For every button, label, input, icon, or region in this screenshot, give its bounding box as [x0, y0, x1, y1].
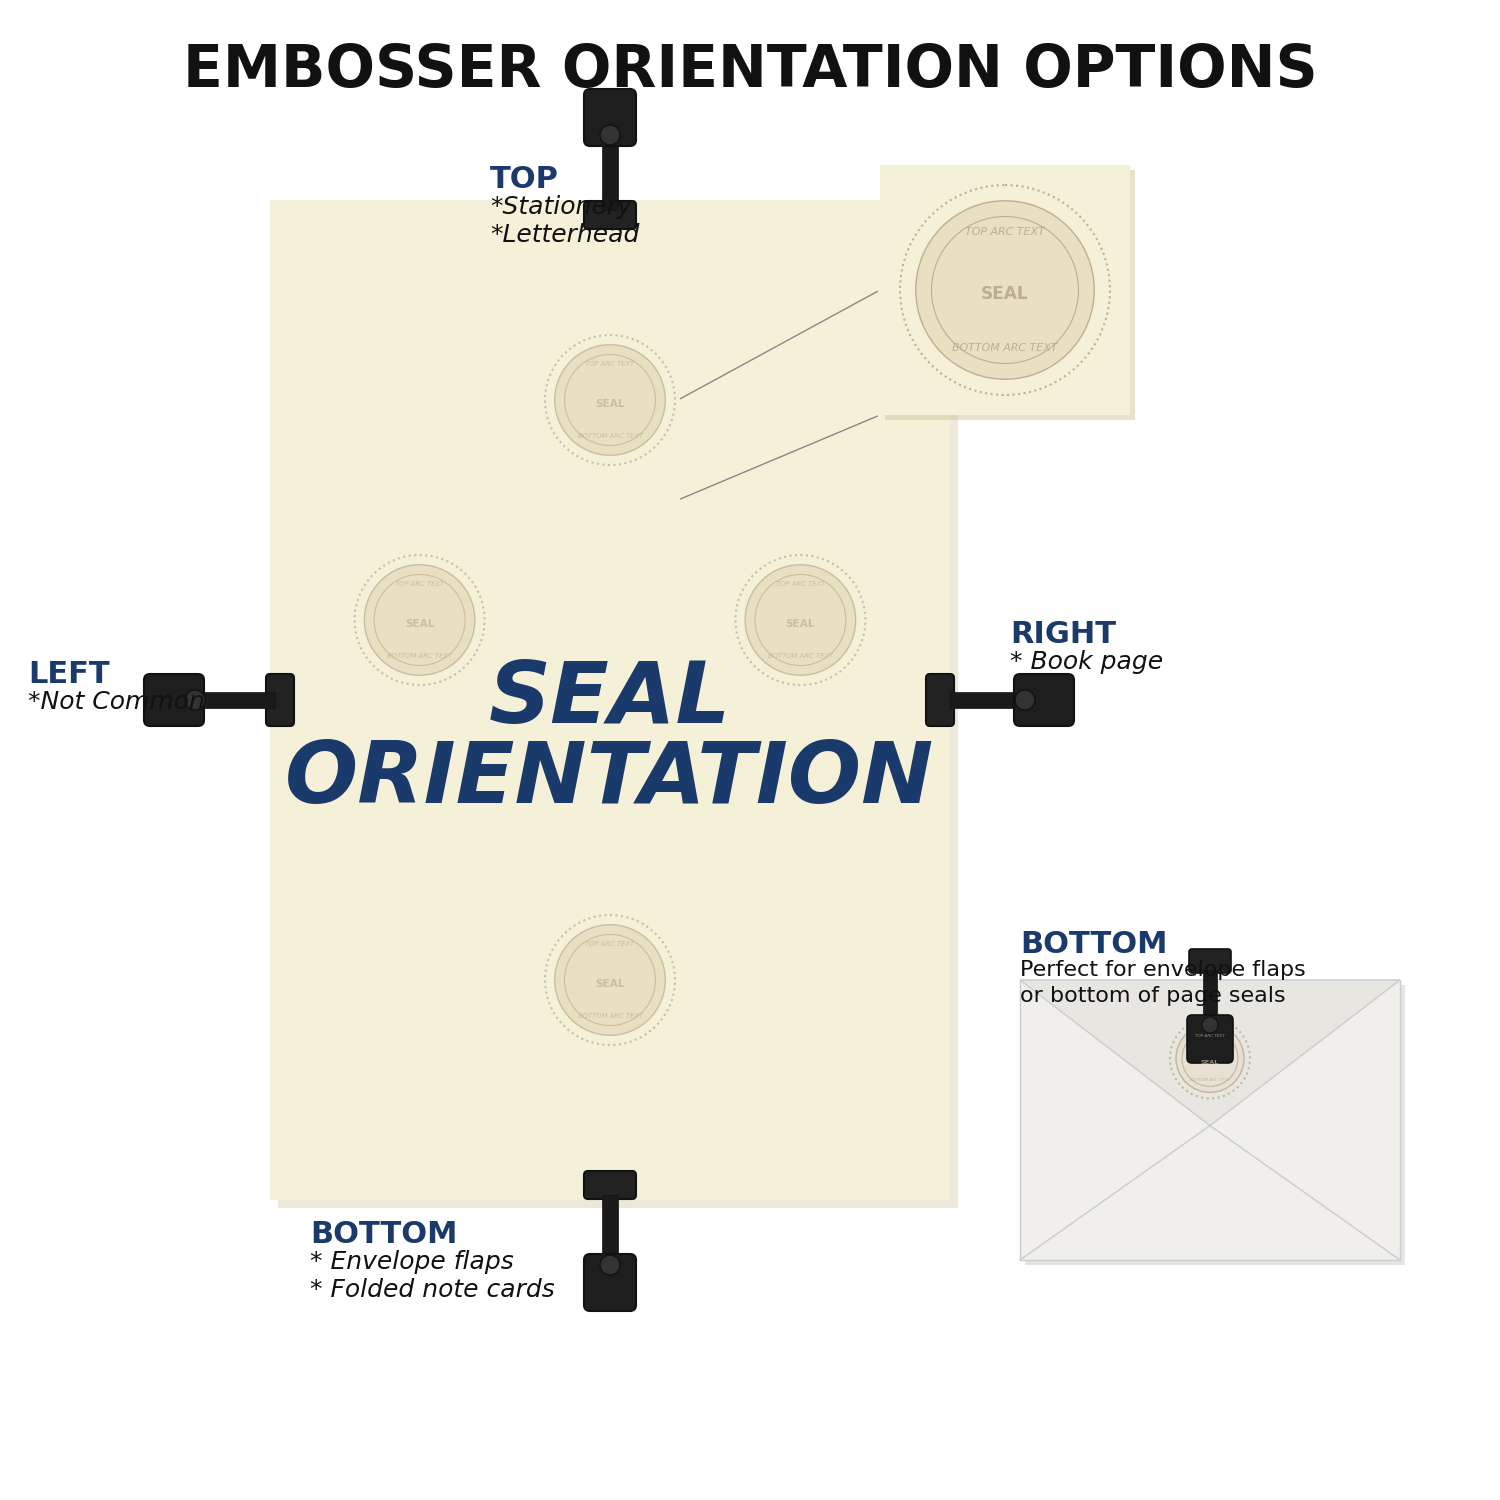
Circle shape	[600, 1256, 619, 1275]
Circle shape	[184, 690, 206, 709]
Text: EMBOSSER ORIENTATION OPTIONS: EMBOSSER ORIENTATION OPTIONS	[183, 42, 1317, 99]
Text: BOTTOM: BOTTOM	[1020, 930, 1167, 958]
FancyBboxPatch shape	[1190, 950, 1231, 974]
Text: SEAL: SEAL	[981, 285, 1029, 303]
Circle shape	[555, 345, 666, 456]
Text: BOTTOM: BOTTOM	[310, 1220, 458, 1250]
Text: TOP ARC TEXT: TOP ARC TEXT	[964, 228, 1046, 237]
Text: * Envelope flaps: * Envelope flaps	[310, 1250, 513, 1274]
Text: BOTTOM ARC TEXT: BOTTOM ARC TEXT	[952, 344, 1058, 352]
Text: Perfect for envelope flaps: Perfect for envelope flaps	[1020, 960, 1305, 980]
FancyBboxPatch shape	[584, 1254, 636, 1311]
Text: * Folded note cards: * Folded note cards	[310, 1278, 555, 1302]
FancyBboxPatch shape	[270, 200, 950, 1200]
Circle shape	[1202, 1017, 1218, 1034]
Circle shape	[746, 566, 855, 675]
Text: or bottom of page seals: or bottom of page seals	[1020, 986, 1286, 1006]
FancyBboxPatch shape	[885, 170, 1136, 420]
Circle shape	[1176, 1024, 1244, 1092]
Polygon shape	[1020, 980, 1400, 1125]
Text: SEAL: SEAL	[596, 980, 626, 988]
Circle shape	[600, 124, 619, 146]
Text: SEAL: SEAL	[786, 620, 814, 628]
Text: *Letterhead: *Letterhead	[490, 224, 639, 248]
Text: BOTTOM ARC TEXT: BOTTOM ARC TEXT	[578, 1013, 642, 1019]
Text: LEFT: LEFT	[28, 660, 109, 688]
Text: TOP: TOP	[490, 165, 560, 194]
FancyBboxPatch shape	[1186, 1016, 1233, 1064]
Text: SEAL: SEAL	[1202, 1060, 1219, 1065]
Text: * Book page: * Book page	[1010, 650, 1162, 674]
Text: ORIENTATION: ORIENTATION	[285, 738, 934, 822]
Circle shape	[555, 924, 666, 1035]
Text: TOP ARC TEXT: TOP ARC TEXT	[585, 362, 634, 368]
Text: *Stationery: *Stationery	[490, 195, 632, 219]
Text: TOP ARC TEXT: TOP ARC TEXT	[394, 582, 444, 588]
Circle shape	[364, 566, 476, 675]
Bar	[1203, 970, 1216, 1024]
FancyBboxPatch shape	[880, 165, 1130, 416]
Bar	[195, 692, 274, 708]
Text: SEAL: SEAL	[405, 620, 435, 628]
Circle shape	[915, 201, 1094, 380]
Circle shape	[1016, 690, 1035, 709]
Bar	[950, 692, 1024, 708]
Text: SEAL: SEAL	[596, 399, 626, 410]
FancyBboxPatch shape	[584, 1172, 636, 1198]
FancyBboxPatch shape	[926, 674, 954, 726]
FancyBboxPatch shape	[278, 209, 958, 1208]
Text: RIGHT: RIGHT	[1010, 620, 1116, 650]
Text: BOTTOM ARC TEXT: BOTTOM ARC TEXT	[578, 432, 642, 438]
Text: SEAL: SEAL	[489, 658, 730, 741]
FancyBboxPatch shape	[584, 201, 636, 229]
Bar	[1020, 980, 1400, 1260]
FancyBboxPatch shape	[1014, 674, 1074, 726]
Text: TOP ARC TEXT: TOP ARC TEXT	[585, 942, 634, 948]
Bar	[602, 135, 618, 210]
Text: BOTTOM ARC TEXT: BOTTOM ARC TEXT	[387, 652, 452, 658]
Text: BOTTOM ARC TEXT: BOTTOM ARC TEXT	[768, 652, 832, 658]
FancyBboxPatch shape	[584, 88, 636, 146]
Bar	[602, 1196, 618, 1264]
FancyBboxPatch shape	[266, 674, 294, 726]
Bar	[1024, 986, 1406, 1264]
FancyBboxPatch shape	[144, 674, 204, 726]
Text: BOTTOM ARC TEXT: BOTTOM ARC TEXT	[1191, 1078, 1230, 1083]
Text: *Not Common: *Not Common	[28, 690, 206, 714]
Text: TOP ARC TEXT: TOP ARC TEXT	[1196, 1035, 1225, 1038]
Text: TOP ARC TEXT: TOP ARC TEXT	[776, 582, 825, 588]
